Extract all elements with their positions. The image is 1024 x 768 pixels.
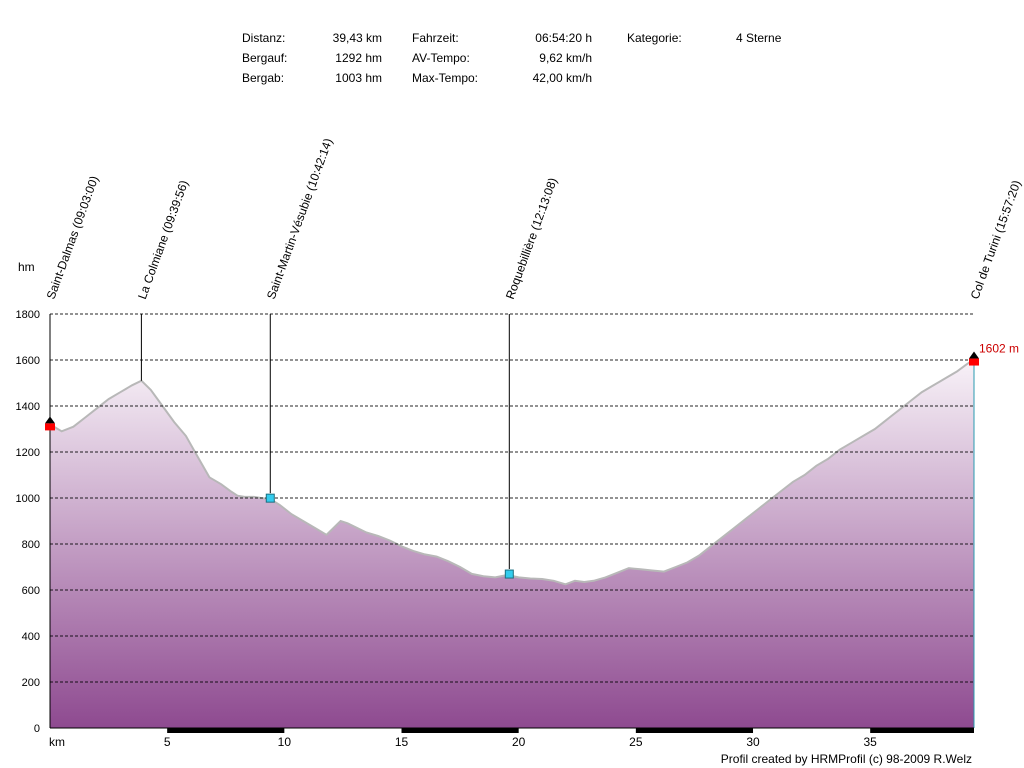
- stat-label: Max-Tempo:: [412, 71, 479, 85]
- stat-value: 4 Sterne: [736, 31, 782, 45]
- endpoint-marker: [45, 423, 55, 431]
- endpoint-flag: [45, 416, 55, 424]
- y-tick-label: 600: [22, 585, 40, 597]
- y-tick-label: 1400: [16, 401, 40, 413]
- stat-label: AV-Tempo:: [412, 51, 470, 65]
- x-scale-segment: [870, 728, 974, 733]
- stat-label: Distanz:: [242, 31, 286, 45]
- y-tick-label: 1800: [16, 309, 40, 321]
- stat-label: Kategorie:: [627, 31, 682, 45]
- stat-label: Fahrzeit:: [412, 31, 459, 45]
- y-tick-label: 200: [22, 677, 40, 689]
- elevation-line: [49, 358, 975, 586]
- y-tick-label: 1200: [16, 447, 40, 459]
- end-altitude-label: 1602 m: [979, 342, 1019, 356]
- y-tick-label: 0: [34, 723, 40, 735]
- y-axis-label: hm: [18, 260, 35, 274]
- x-tick-label: 15: [395, 735, 409, 749]
- y-tick-label: 800: [22, 539, 40, 551]
- x-tick-label: 20: [512, 735, 526, 749]
- stat-value: 1003 hm: [335, 71, 382, 85]
- x-tick-label: 5: [164, 735, 171, 749]
- waypoint-label: Saint-Martin-Vésubie (10:42:14): [264, 136, 335, 301]
- waypoint-marker: [265, 493, 275, 503]
- endpoint-marker: [969, 358, 979, 366]
- x-tick-label: 25: [629, 735, 643, 749]
- x-scale-segment: [167, 728, 285, 733]
- endpoint-flag: [969, 351, 979, 359]
- stat-value: 39,43 km: [332, 31, 382, 45]
- y-tick-label: 400: [22, 631, 40, 643]
- stat-value: 06:54:20 h: [535, 31, 592, 45]
- stat-value: 42,00 km/h: [532, 71, 592, 85]
- x-axis-label: km: [49, 735, 65, 749]
- stat-label: Bergab:: [242, 71, 285, 85]
- waypoint-marker: [504, 569, 514, 579]
- x-scale-segment: [401, 728, 519, 733]
- x-tick-label: 30: [746, 735, 760, 749]
- waypoint-label: Roquebillière (12:13:08): [503, 176, 560, 301]
- waypoint-label: La Colmiane (09:39:56): [135, 178, 191, 301]
- x-scale-segment: [635, 728, 754, 733]
- stat-value: 9,62 km/h: [539, 51, 592, 65]
- credit-text: Profil created by HRMProfil (c) 98-2009 …: [720, 752, 972, 766]
- y-tick-label: 1600: [16, 355, 40, 367]
- waypoint-label: Col de Turini (15:57:20): [968, 178, 1024, 301]
- stat-value: 1292 hm: [335, 51, 382, 65]
- waypoint-label: Saint-Dalmas (09:03:00): [44, 174, 102, 301]
- x-tick-label: 35: [864, 735, 878, 749]
- y-tick-label: 1000: [16, 493, 40, 505]
- stat-label: Bergauf:: [242, 51, 288, 65]
- x-tick-label: 10: [278, 735, 292, 749]
